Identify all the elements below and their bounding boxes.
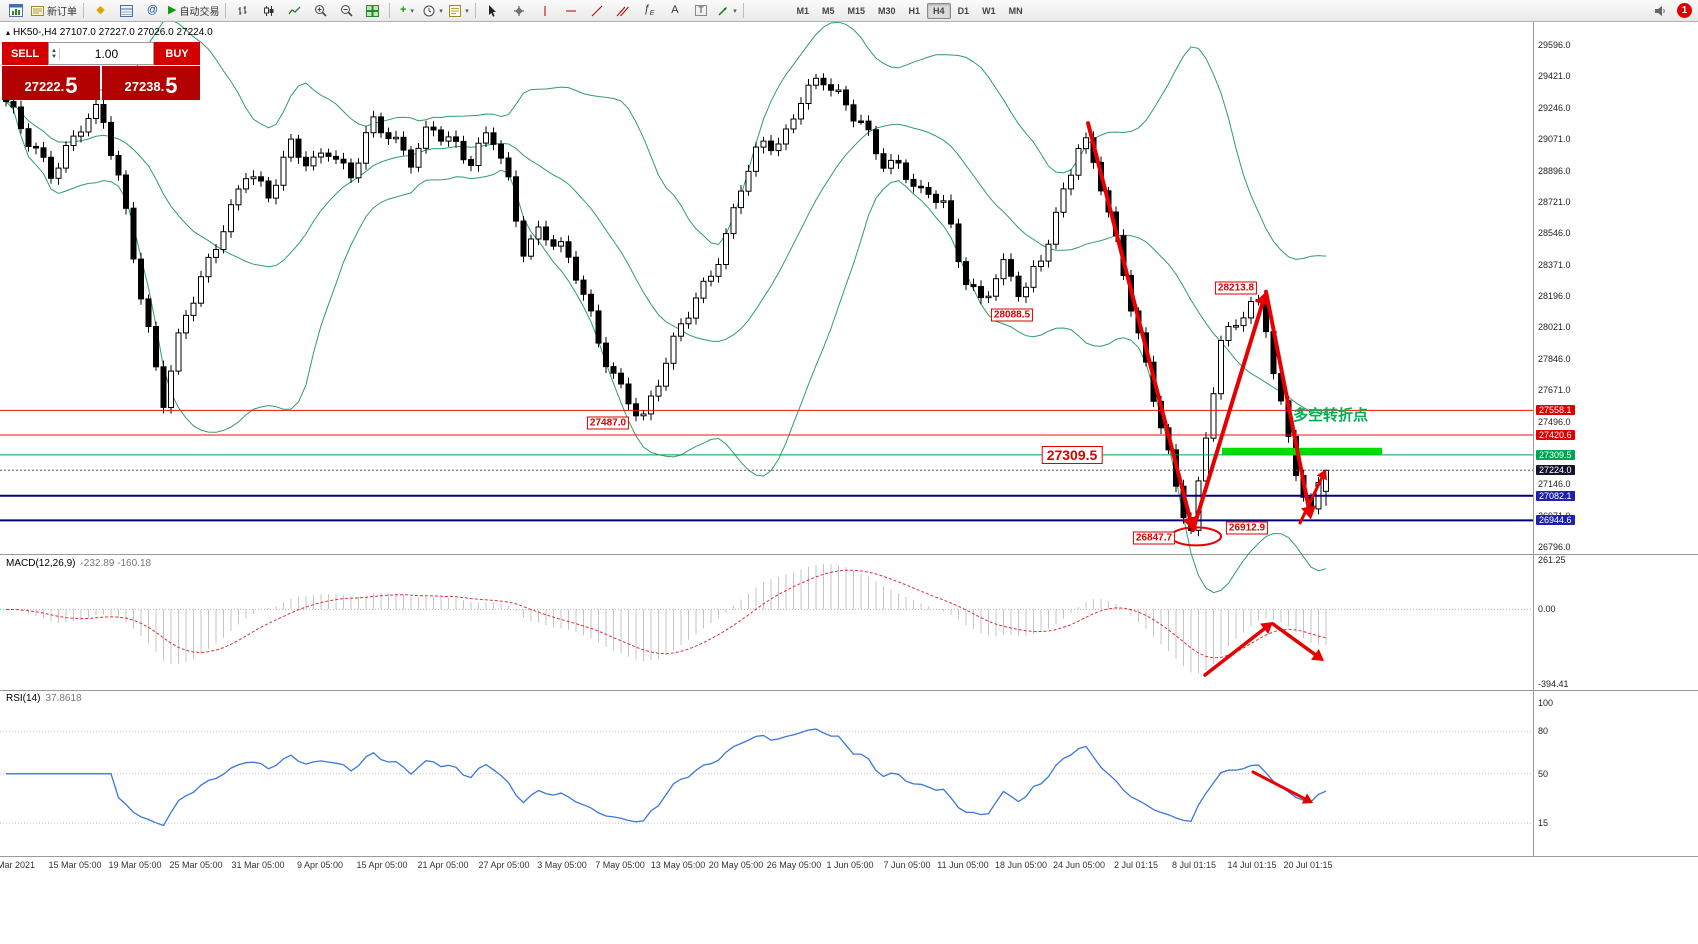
lot-size-value: 1.00	[94, 46, 119, 61]
zoom-out-icon[interactable]	[334, 1, 359, 21]
auto-trading-button[interactable]: ▶ 自动交易	[166, 1, 221, 21]
buy-button[interactable]: BUY	[154, 42, 200, 65]
buy-price: 27238.	[124, 79, 165, 94]
market-watch-icon[interactable]: ◆	[96, 4, 105, 16]
sell-price-big-digit: 5	[65, 73, 78, 98]
toolbar-separator	[389, 3, 391, 18]
horizontal-line-tool-icon[interactable]	[558, 1, 583, 21]
trendline-tool-icon[interactable]	[584, 1, 609, 21]
toolbar-separator	[83, 3, 84, 18]
vertical-line-tool-icon[interactable]	[532, 1, 557, 21]
auto-trading-label: 自动交易	[179, 7, 220, 18]
candlestick-chart-icon[interactable]	[256, 1, 281, 21]
new-order-icon	[31, 5, 44, 16]
andrews-pitchfork-tool-icon[interactable]: A	[671, 4, 679, 16]
tile-windows-icon[interactable]	[360, 1, 385, 21]
new-order-label: 新订单	[47, 7, 77, 18]
toolbar-separator	[225, 3, 227, 18]
indicators-plus-icon: +	[399, 4, 407, 16]
sell-price-panel[interactable]: 27222. 5	[2, 66, 100, 100]
timeframe-group: M1 M5 M15 M30 H1 H4 D1 W1 MN	[790, 2, 1028, 19]
timeframe-m15[interactable]: M15	[847, 5, 866, 16]
text-label-tool-icon[interactable]: T	[688, 1, 713, 21]
line-chart-icon[interactable]	[282, 1, 307, 21]
rsi-indicator-label: RSI(14) 37.8618	[6, 693, 82, 704]
chart-window-icon[interactable]	[3, 1, 28, 21]
crosshair-tool-icon[interactable]	[506, 1, 531, 21]
clock-icon	[423, 5, 435, 16]
lot-spinner[interactable]: ▲ ▼	[49, 47, 60, 60]
notification-badge[interactable]: 1	[1677, 3, 1692, 18]
macd-indicator-label: MACD(12,26,9) -232.89 -160.18	[6, 558, 152, 569]
periods-button[interactable]: ▾	[420, 1, 445, 21]
buy-price-big-digit: 5	[165, 73, 178, 98]
timeframe-w1[interactable]: W1	[982, 5, 996, 16]
buy-price-panel[interactable]: 27238. 5	[102, 66, 200, 100]
lot-size-field[interactable]: ▲ ▼ 1.00	[48, 42, 154, 65]
symbol-ohlc-text: HK50-,H4 27107.0 27227.0 27026.0 27224.0	[13, 27, 213, 38]
timeframe-d1[interactable]: D1	[957, 5, 970, 16]
timeframe-m5[interactable]: M5	[821, 5, 835, 16]
arrow-object-icon	[718, 6, 728, 16]
sound-icon[interactable]	[1648, 1, 1673, 21]
notification-count: 1	[1681, 5, 1688, 16]
template-icon	[449, 4, 462, 17]
one-click-trading-panel: SELL ▲ ▼ 1.00 BUY 27222. 5 27238. 5	[2, 42, 200, 100]
toolbar-separator	[743, 3, 745, 18]
timeframe-m1[interactable]: M1	[796, 5, 809, 16]
cursor-tool-icon[interactable]	[480, 1, 505, 21]
timeframe-mn[interactable]: MN	[1008, 5, 1023, 16]
toolbar-separator	[475, 3, 477, 18]
symbol-info: ▴ HK50-,H4 27107.0 27227.0 27026.0 27224.…	[6, 27, 213, 38]
data-window-icon[interactable]	[114, 1, 139, 21]
sell-button[interactable]: SELL	[2, 42, 48, 65]
fibonacci-tool-icon[interactable]: ƒE	[643, 2, 655, 18]
arrows-tool-button[interactable]: ▾	[714, 1, 739, 21]
navigator-icon[interactable]: @	[146, 4, 159, 16]
auto-trading-play-icon: ▶	[168, 4, 177, 16]
chart-expand-icon[interactable]: ▴	[6, 28, 11, 37]
indicators-button[interactable]: + ▾	[399, 4, 414, 16]
timeframe-h4[interactable]: H4	[927, 2, 951, 19]
sell-price: 27222.	[24, 79, 65, 94]
templates-button[interactable]: ▾	[446, 1, 471, 21]
zoom-in-icon[interactable]	[308, 1, 333, 21]
timeframe-h1[interactable]: H1	[908, 5, 921, 16]
main-toolbar: 新订单 ◆ @ ▶ 自动交易 + ▾	[0, 0, 1698, 22]
new-order-button[interactable]: 新订单	[29, 1, 79, 21]
channel-tool-icon[interactable]	[610, 1, 635, 21]
timeframe-m30[interactable]: M30	[878, 5, 896, 16]
bar-chart-icon[interactable]	[230, 1, 255, 21]
